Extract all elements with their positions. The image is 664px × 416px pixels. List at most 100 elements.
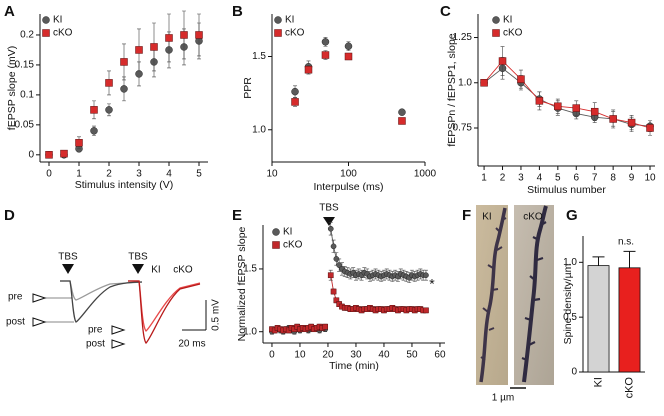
panel-letter: E <box>232 207 242 224</box>
marker <box>272 241 280 249</box>
marker <box>646 124 654 132</box>
marker <box>195 31 203 39</box>
legend-label: KI <box>53 15 62 26</box>
marker <box>105 79 113 87</box>
marker <box>498 57 507 65</box>
marker <box>480 79 488 87</box>
marker <box>165 34 173 42</box>
scale-bar-label: 0.5 mV <box>211 299 222 331</box>
scale-bar-label: 1 µm <box>492 393 514 404</box>
stimulus-label: TBS <box>128 252 148 263</box>
annotation: n.s. <box>618 237 634 248</box>
marker <box>330 288 337 295</box>
x-tick-label: 4 <box>166 169 172 180</box>
y-tick-label: 1.0 <box>458 77 472 88</box>
marker <box>274 16 282 24</box>
legend-label: cKO <box>285 28 305 39</box>
x-tick-label: 3 <box>136 169 142 180</box>
panel-letter: G <box>566 207 578 224</box>
marker <box>398 108 406 116</box>
marker <box>45 151 53 159</box>
marker <box>135 46 143 54</box>
marker <box>42 16 50 24</box>
y-tick-label: 1.0 <box>243 326 257 337</box>
legend-label: cKO <box>53 28 73 39</box>
marker <box>60 149 68 158</box>
x-axis-label: Time (min) <box>329 360 379 372</box>
x-tick-label: cKO <box>623 377 635 399</box>
x-tick-label: KI <box>592 377 604 387</box>
y-tick-label: 1.25 <box>453 32 473 43</box>
marker <box>423 272 429 279</box>
image-panel: KI cKO 1 µm <box>476 205 554 404</box>
legend-label: KI <box>285 15 294 26</box>
annotation: * <box>429 276 435 292</box>
bar <box>618 267 641 373</box>
panel-letter: D <box>4 207 15 224</box>
marker <box>135 70 143 78</box>
x-tick-label: 30 <box>350 350 362 361</box>
y-tick-label: 0 <box>571 367 577 378</box>
marker <box>590 107 599 116</box>
x-tick-label: 1 <box>76 169 82 180</box>
x-tick-label: 7 <box>592 173 598 184</box>
panel-letters: A B C D E F G <box>4 3 578 224</box>
y-tick-label: 1.5 <box>252 51 266 62</box>
stimulus-marker <box>132 264 144 274</box>
marker <box>321 38 330 46</box>
x-tick-label: 1 <box>481 173 487 184</box>
marker <box>105 106 113 114</box>
x-tick-label: 40 <box>378 350 390 361</box>
trace <box>60 280 143 323</box>
y-tick-label: 1.5 <box>243 264 257 275</box>
trace-label: cKO <box>173 265 193 276</box>
stimulus-label: TBS <box>58 252 78 263</box>
x-tick-label: 100 <box>340 169 357 180</box>
y-tick-label: 0.1 <box>20 90 34 101</box>
marker <box>344 52 353 61</box>
y-tick-label: 1.0 <box>252 124 266 135</box>
panel-letter: F <box>462 207 471 224</box>
arrow <box>32 293 47 303</box>
x-tick-label: 10 <box>644 173 656 184</box>
panel-letter: A <box>4 3 15 20</box>
x-axis-label: Interpulse (ms) <box>313 181 383 193</box>
x-tick-label: 4 <box>537 173 543 184</box>
marker <box>120 85 128 93</box>
x-tick-label: 0 <box>269 350 275 361</box>
y-axis-label: fEPSP slope (mV) <box>6 46 18 130</box>
y-tick-label: 1.0 <box>563 257 577 268</box>
legend-label: cKO <box>283 240 303 251</box>
x-tick-label: 5 <box>555 173 561 184</box>
x-tick-label: 20 <box>322 350 334 361</box>
legend-label: KI <box>283 227 292 238</box>
marker <box>609 115 617 123</box>
marker <box>304 65 313 74</box>
trace-label: KI <box>151 265 160 276</box>
y-axis-label: PPR <box>242 77 254 99</box>
marker <box>90 127 98 135</box>
marker <box>327 225 334 232</box>
x-tick-label: 2 <box>106 169 112 180</box>
spines <box>480 217 507 361</box>
stimulus-marker <box>323 217 335 226</box>
trace-panel: TBS KI pre post TBS cKO pre post 0.5 mV … <box>6 252 222 350</box>
error-bar <box>592 256 605 266</box>
marker <box>398 117 406 125</box>
x-tick-label: 10 <box>266 169 278 180</box>
annotation: TBS <box>319 203 339 214</box>
marker <box>150 43 158 51</box>
x-tick-label: 6 <box>573 173 579 184</box>
marker <box>291 98 299 106</box>
x-tick-label: 60 <box>434 350 446 361</box>
marker <box>291 87 299 96</box>
series-line <box>483 60 651 129</box>
x-tick-label: 50 <box>406 350 418 361</box>
marker <box>322 323 329 330</box>
marker <box>554 102 562 111</box>
x-tick-label: 5 <box>196 169 202 180</box>
scale-bar-label: 20 ms <box>178 339 205 350</box>
trace <box>128 280 201 344</box>
marker <box>90 106 98 114</box>
